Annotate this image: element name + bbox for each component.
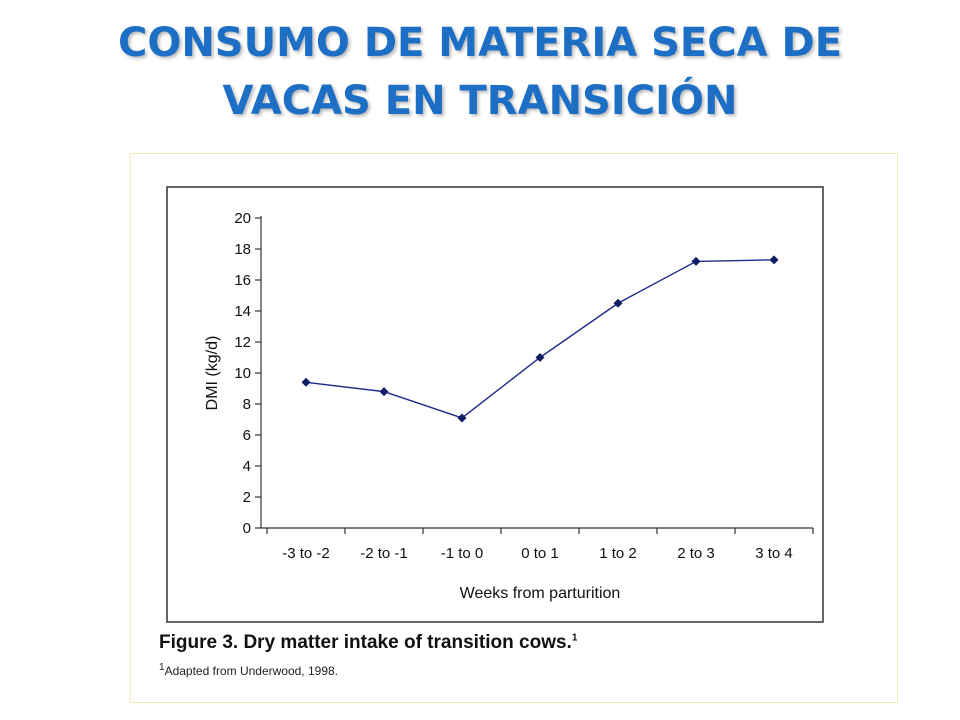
- x-tick-label: -3 to -2: [282, 545, 330, 562]
- x-tick-label: 0 to 1: [521, 545, 559, 562]
- y-tick-label: 10: [234, 365, 251, 382]
- x-tick-label: 2 to 3: [677, 545, 715, 562]
- data-point-marker: [769, 255, 779, 265]
- y-axis-label: DMI (kg/d): [204, 336, 221, 411]
- y-tick-label: 2: [243, 489, 251, 506]
- y-tick-label: 6: [243, 427, 251, 444]
- series-line-group: [305, 259, 775, 419]
- y-tick-label: 14: [234, 303, 251, 320]
- chart-axes: [260, 216, 813, 529]
- chart-border: [166, 186, 824, 623]
- y-tick-label: 18: [234, 241, 251, 258]
- figure-source-note-text: Adapted from Underwood, 1998.: [164, 664, 339, 678]
- data-point-marker: [535, 353, 545, 362]
- data-point-marker: [379, 387, 389, 397]
- slide-title: CONSUMO DE MATERIA SECA DE VACAS EN TRAN…: [0, 14, 960, 130]
- y-tick-label: 8: [243, 396, 251, 413]
- y-tick-label: 12: [234, 334, 251, 351]
- series-markers: [301, 255, 779, 423]
- figure-source-note: 1Adapted from Underwood, 1998.: [159, 662, 338, 678]
- series-line: [305, 259, 775, 419]
- figure-note-superscript: 1: [159, 662, 165, 673]
- figure-caption: Figure 3. Dry matter intake of transitio…: [159, 632, 577, 654]
- x-tick-label: -1 to 0: [441, 545, 484, 562]
- y-tick-label: 4: [243, 458, 251, 475]
- figure-caption-superscript: 1: [571, 632, 578, 644]
- data-point-marker: [613, 298, 623, 308]
- slide-title-line-2: VACAS EN TRANSICIÓN: [222, 78, 738, 124]
- x-axis-label: Weeks from parturition: [460, 585, 621, 602]
- data-point-marker: [457, 413, 467, 423]
- x-tick-label: 1 to 2: [599, 545, 637, 562]
- y-tick-label: 16: [234, 272, 251, 289]
- x-tick-label: 3 to 4: [755, 545, 793, 562]
- figure-frame: 0 2 4 6 8 10 12 14 16 18 20 -3 to -2 -2 to -1 -1 to …: [130, 153, 898, 703]
- y-tick-label: 20: [234, 210, 251, 227]
- dmi-line-chart: 0 2 4 6 8 10 12 14 16 18 20 -3 to -2 -2 to -1 -1 to …: [166, 186, 824, 623]
- x-tick-label: -2 to -1: [360, 545, 408, 562]
- data-point-marker: [691, 256, 701, 266]
- slide-title-line-1: CONSUMO DE MATERIA SECA DE: [117, 20, 843, 66]
- y-axis-ticks: 0 2 4 6 8 10 12 14 16 18 20: [234, 210, 261, 537]
- figure-caption-text: Figure 3. Dry matter intake of transitio…: [159, 632, 572, 653]
- x-axis-tick-labels: -3 to -2 -2 to -1 -1 to 0 0 to 1 1 to 2 2 to …: [266, 528, 814, 562]
- y-tick-label: 0: [243, 520, 251, 537]
- data-point-marker: [301, 377, 311, 387]
